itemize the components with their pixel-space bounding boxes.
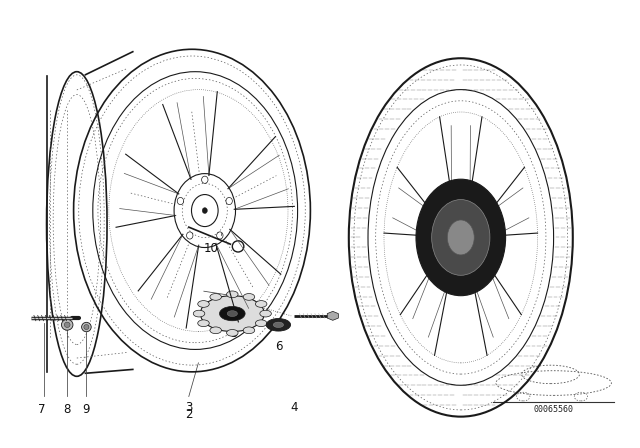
- Ellipse shape: [255, 301, 267, 307]
- Ellipse shape: [210, 327, 221, 334]
- Ellipse shape: [202, 208, 207, 214]
- Ellipse shape: [227, 291, 238, 298]
- Ellipse shape: [227, 330, 238, 336]
- Ellipse shape: [82, 323, 92, 332]
- Text: 00065560: 00065560: [534, 405, 573, 414]
- Text: 6: 6: [275, 340, 282, 353]
- Ellipse shape: [84, 324, 89, 330]
- Ellipse shape: [200, 296, 264, 332]
- Text: 8: 8: [63, 403, 71, 416]
- Ellipse shape: [260, 310, 271, 317]
- Text: 1: 1: [489, 202, 497, 215]
- Ellipse shape: [220, 306, 245, 321]
- Text: 4: 4: [291, 401, 298, 414]
- Text: 3: 3: [185, 401, 193, 414]
- Ellipse shape: [266, 319, 291, 331]
- Ellipse shape: [255, 320, 267, 327]
- Ellipse shape: [243, 327, 255, 334]
- Ellipse shape: [193, 310, 205, 317]
- Ellipse shape: [65, 322, 70, 327]
- Text: 7: 7: [38, 403, 45, 416]
- Text: 10: 10: [204, 242, 219, 255]
- Ellipse shape: [447, 220, 474, 255]
- Ellipse shape: [243, 293, 255, 300]
- Ellipse shape: [416, 179, 506, 296]
- Text: 2: 2: [185, 408, 193, 421]
- Text: 5: 5: [230, 327, 237, 340]
- Ellipse shape: [198, 320, 209, 327]
- Ellipse shape: [227, 311, 237, 316]
- Ellipse shape: [210, 293, 221, 300]
- Ellipse shape: [273, 322, 284, 327]
- Ellipse shape: [431, 200, 490, 275]
- Text: 9: 9: [83, 403, 90, 416]
- Ellipse shape: [198, 301, 209, 307]
- Ellipse shape: [61, 319, 73, 330]
